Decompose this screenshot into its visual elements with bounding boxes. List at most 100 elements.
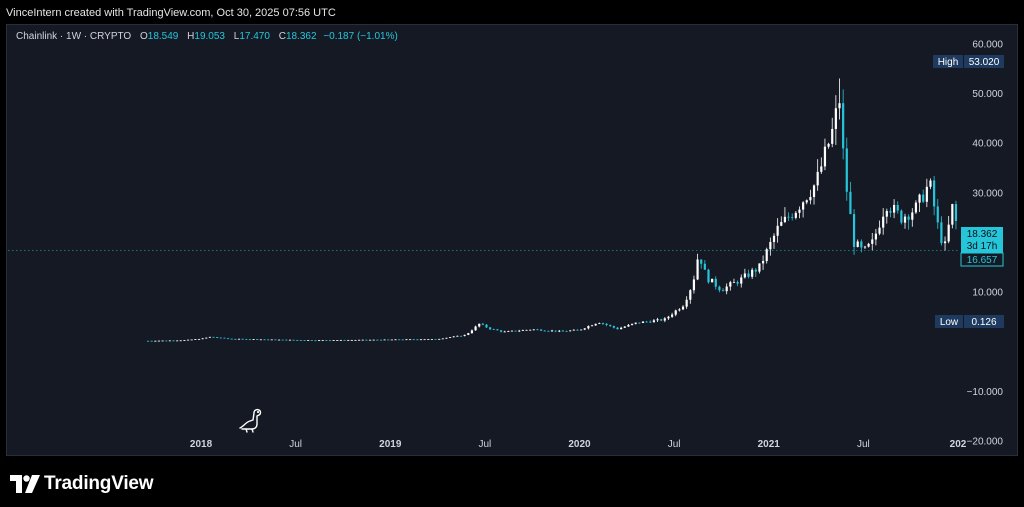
- candle-body: [812, 185, 816, 197]
- candle-body: [729, 282, 732, 287]
- candle-body: [612, 325, 615, 328]
- candle-body: [259, 339, 262, 341]
- price-chart[interactable]: 60.00050.00040.00030.00020.00010.000−10.…: [0, 0, 1024, 460]
- attribution-text: VinceIntern created with TradingView.com…: [6, 7, 336, 19]
- candle-body: [623, 326, 626, 328]
- candle-body: [321, 340, 324, 341]
- candle-body: [492, 329, 495, 331]
- x-tick-label: 202: [950, 439, 967, 450]
- candle-body: [161, 340, 164, 342]
- x-tick-label: Jul: [478, 439, 491, 450]
- candle-body: [303, 340, 306, 341]
- candle-body: [780, 222, 783, 226]
- candle-body: [514, 330, 517, 332]
- candle-body: [707, 269, 710, 283]
- candle-body: [478, 323, 481, 327]
- candle-body: [521, 330, 524, 331]
- x-tick-label: 2018: [190, 439, 213, 450]
- y-tick-label: −10.000: [967, 387, 1004, 398]
- candle-body: [499, 330, 503, 332]
- candle-body: [317, 340, 321, 342]
- candle-body: [307, 340, 310, 341]
- candle-body: [700, 259, 703, 264]
- candle-body: [776, 225, 779, 236]
- candle-body: [481, 323, 484, 325]
- candle-body: [205, 337, 208, 339]
- candle-body: [794, 212, 797, 218]
- candle-body: [525, 329, 528, 331]
- candle-body: [805, 200, 808, 203]
- low-value: 17.470: [239, 31, 270, 42]
- candle-body: [237, 338, 241, 340]
- candle-body: [787, 216, 790, 218]
- x-tick-label: 2021: [758, 439, 781, 450]
- candle-body: [609, 325, 612, 326]
- candle-body: [194, 339, 197, 340]
- tradingview-logo[interactable]: TradingView: [10, 472, 154, 496]
- x-tick-label: 2019: [379, 439, 402, 450]
- candle-body: [423, 339, 426, 341]
- candle-body: [267, 339, 270, 341]
- candle-body: [379, 339, 383, 341]
- candle-body: [416, 339, 419, 341]
- x-axis[interactable]: 2018 Jul 2019 Jul 2020 Jul 2021 Jul 202: [190, 439, 967, 450]
- candle-body: [681, 306, 685, 310]
- candle-body: [721, 290, 725, 292]
- candle-body: [288, 339, 292, 341]
- candle-body: [765, 249, 768, 262]
- candle-body: [736, 282, 739, 284]
- candle-body: [485, 324, 488, 328]
- candle-body: [882, 216, 885, 228]
- candle-body: [940, 222, 943, 244]
- candle-body: [863, 246, 867, 248]
- candle-body: [146, 340, 150, 342]
- candle-body: [456, 335, 459, 337]
- candle-body: [361, 339, 364, 341]
- candle-body: [947, 224, 950, 242]
- candle-body: [186, 339, 190, 341]
- candle-body: [427, 339, 430, 340]
- candle-body: [809, 196, 812, 201]
- change-value: −0.187 (−1.01%): [323, 31, 398, 42]
- candle-body: [339, 339, 343, 341]
- candle-body: [823, 146, 827, 167]
- candle-body: [641, 321, 645, 324]
- candle-body: [536, 329, 539, 331]
- candle-body: [667, 316, 670, 319]
- candle-body: [539, 329, 543, 331]
- attribution-bar: VinceIntern created with TradingView.com…: [0, 0, 1024, 26]
- x-tick-label: Jul: [289, 439, 302, 450]
- candle-body: [350, 339, 353, 341]
- candle-body: [845, 148, 848, 192]
- candle-body: [889, 210, 892, 213]
- candle-body: [398, 339, 401, 341]
- dinosaur-icon: [239, 408, 262, 433]
- y-tick-label: 40.000: [972, 139, 1003, 150]
- candle-body: [510, 330, 514, 332]
- candle-body: [590, 325, 594, 327]
- candle-body: [441, 338, 444, 340]
- symbol-legend[interactable]: Chainlink · 1W · CRYPTO O18.549 H19.053 …: [16, 29, 398, 45]
- candle-body: [212, 336, 215, 338]
- chart-panel[interactable]: [6, 24, 1018, 456]
- candle-body: [412, 339, 415, 341]
- candle-body: [569, 330, 572, 332]
- symbol-name: Chainlink · 1W · CRYPTO: [16, 31, 132, 42]
- candle-body: [652, 320, 656, 323]
- candle-body: [638, 322, 641, 324]
- candle-body: [354, 339, 357, 341]
- candle-body: [802, 202, 805, 210]
- candle-body: [332, 340, 335, 341]
- candle-body: [277, 339, 281, 341]
- candle-body: [470, 330, 474, 334]
- low-badge-value: 0.126: [971, 317, 996, 328]
- candle-body: [903, 216, 907, 223]
- candle-body: [740, 277, 743, 284]
- candle-body: [587, 326, 590, 329]
- candle-body: [529, 329, 532, 331]
- candle-body: [703, 263, 706, 270]
- candle-body: [620, 327, 623, 330]
- high-value-group: H19.053: [187, 31, 225, 42]
- candle-body: [594, 323, 597, 326]
- high-value: 19.053: [194, 31, 225, 42]
